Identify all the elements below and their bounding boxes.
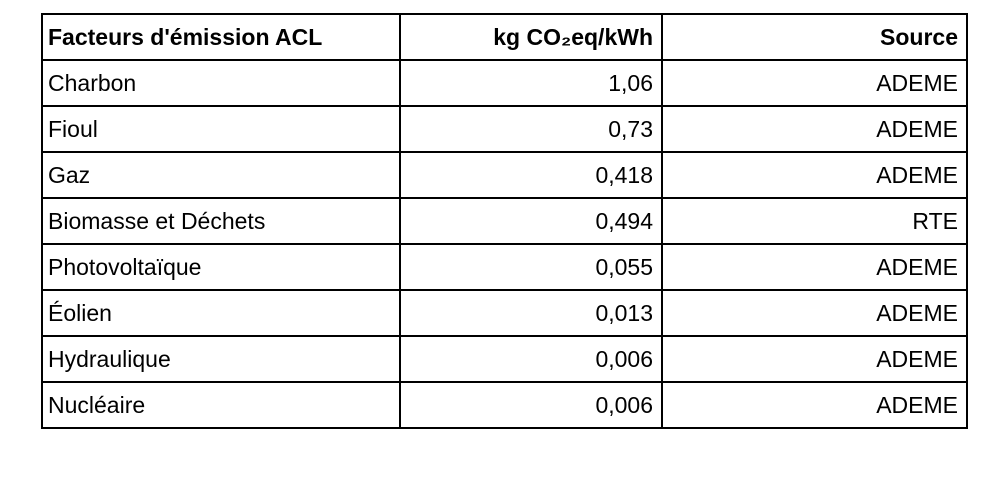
- table-row: Photovoltaïque 0,055 ADEME: [41, 243, 968, 291]
- table-cell: Gaz: [41, 151, 401, 199]
- table-cell: ADEME: [661, 105, 968, 153]
- table-cell: 0,73: [399, 105, 663, 153]
- header-cell: Facteurs d'émission ACL: [41, 13, 401, 61]
- table-row: Hydraulique 0,006 ADEME: [41, 335, 968, 383]
- table-row: Gaz 0,418 ADEME: [41, 151, 968, 199]
- table-row: Nucléaire 0,006 ADEME: [41, 381, 968, 429]
- table-row: Charbon 1,06 ADEME: [41, 59, 968, 107]
- table-row: Biomasse et Déchets 0,494 RTE: [41, 197, 968, 245]
- table-cell: 0,013: [399, 289, 663, 337]
- table-cell: ADEME: [661, 151, 968, 199]
- header-cell: kg CO₂eq/kWh: [399, 13, 663, 61]
- table-cell: 0,418: [399, 151, 663, 199]
- table-cell: ADEME: [661, 381, 968, 429]
- table-cell: Biomasse et Déchets: [41, 197, 401, 245]
- table-row: Fioul 0,73 ADEME: [41, 105, 968, 153]
- table-cell: Fioul: [41, 105, 401, 153]
- table-cell: 0,055: [399, 243, 663, 291]
- table-cell: ADEME: [661, 335, 968, 383]
- header-row: Facteurs d'émission ACL kg CO₂eq/kWh Sourc…: [41, 13, 968, 61]
- table-cell: ADEME: [661, 289, 968, 337]
- table-body: Charbon 1,06 ADEME Fioul 0,73 ADEME Gaz 0,418 AD…: [41, 59, 968, 429]
- table-cell: Charbon: [41, 59, 401, 107]
- table-cell: 0,494: [399, 197, 663, 245]
- header-cell: Source: [661, 13, 968, 61]
- table-row: Éolien 0,013 ADEME: [41, 289, 968, 337]
- table-cell: 1,06: [399, 59, 663, 107]
- emission-table: Facteurs d'émission ACL kg CO₂eq/kWh Sourc…: [41, 13, 968, 429]
- table-cell: 0,006: [399, 381, 663, 429]
- table-cell: ADEME: [661, 243, 968, 291]
- table-cell: RTE: [661, 197, 968, 245]
- table-cell: ADEME: [661, 59, 968, 107]
- table-cell: 0,006: [399, 335, 663, 383]
- table-cell: Hydraulique: [41, 335, 401, 383]
- table-cell: Éolien: [41, 289, 401, 337]
- table-header: Facteurs d'émission ACL kg CO₂eq/kWh Sourc…: [41, 13, 968, 61]
- table-cell: Photovoltaïque: [41, 243, 401, 291]
- table-cell: Nucléaire: [41, 381, 401, 429]
